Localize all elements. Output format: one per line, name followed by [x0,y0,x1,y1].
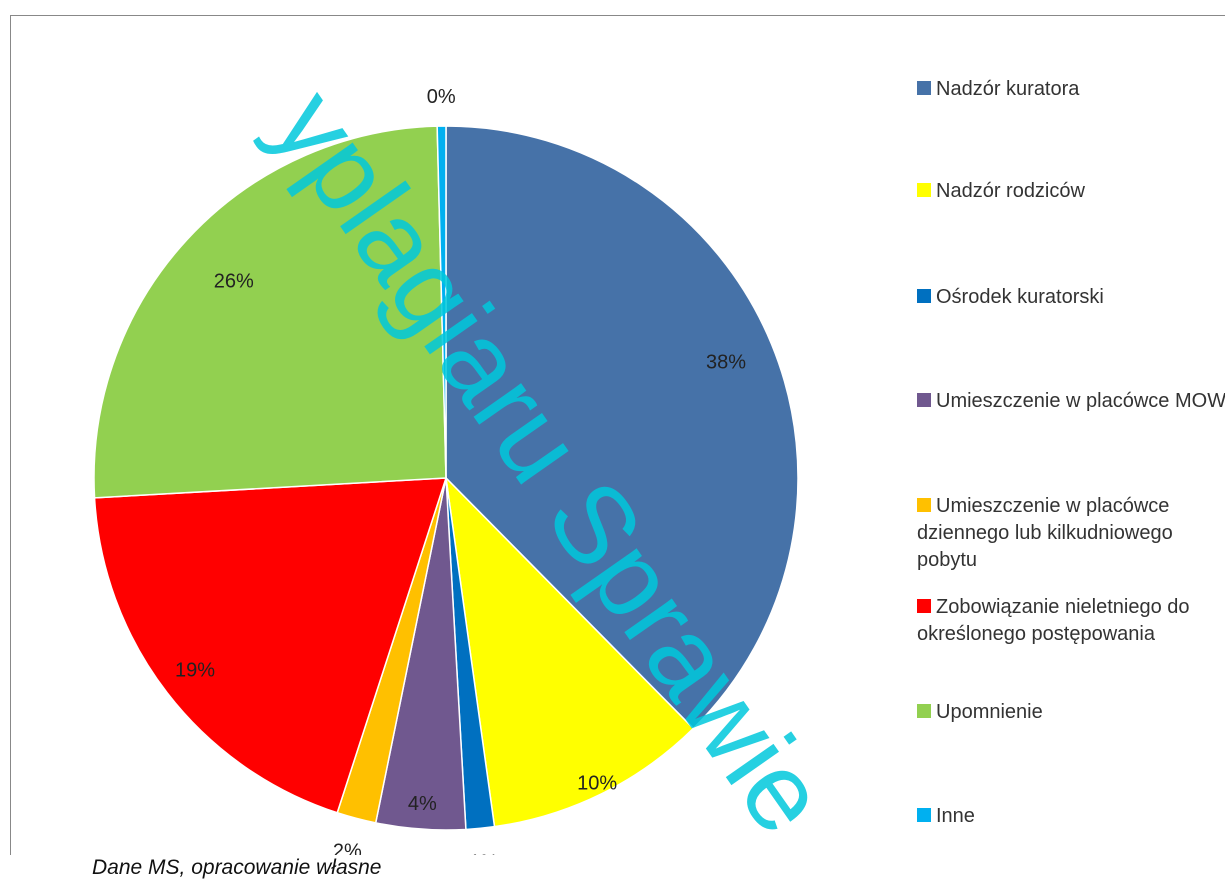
caption: Dane MS, opracowanie własne [92,856,382,879]
legend-item: Nadzór kuratora [917,76,1225,103]
legend-label: Upomnienie [936,701,1043,723]
legend-swatch [917,498,931,512]
legend-item: Umieszczenie w placówce dziennego lub ki… [917,493,1225,574]
data-label: 2% [333,841,362,855]
pie-slice [93,477,448,814]
data-label: 26% [214,271,254,293]
legend-label: Nadzór rodziców [936,180,1085,202]
pie-slice [93,125,447,499]
legend-swatch [917,393,931,407]
chart-frame: 38% 10% 1% 4% 2% 19% 26% 0% Nadzór kuratora Nadz… [10,15,1225,855]
legend-item: Ośrodek kuratorski [917,284,1225,311]
legend-swatch [917,599,931,613]
pie-slice [436,125,447,479]
legend-item: Upomnienie [917,699,1225,726]
data-label: 38% [706,351,746,373]
legend-item: Inne [917,803,1225,830]
legend-label: Umieszczenie w placówce dziennego lub ki… [917,495,1173,571]
data-label: 1% [469,852,498,855]
pie-slice [444,475,695,828]
legend-label: Ośrodek kuratorski [936,286,1104,308]
data-label: 0% [427,86,456,108]
data-label: 4% [408,793,437,815]
data-label: 10% [577,772,617,794]
legend-swatch [917,81,931,95]
legend-label: Umieszczenie w placówce MOW [936,390,1225,412]
chart: 38% 10% 1% 4% 2% 19% 26% 0% [93,86,799,855]
legend-swatch [917,808,931,822]
legend-item: Zobowiązanie nieletniego do określonego … [917,594,1225,648]
legend-swatch [917,289,931,303]
pie-slice [445,125,799,730]
legend-item: Nadzór rodziców [917,178,1225,205]
legend-item: Umieszczenie w placówce MOW [917,388,1225,415]
legend-swatch [917,183,931,197]
data-label: 19% [175,660,215,682]
legend-label: Nadzór kuratora [936,78,1080,100]
legend-label: Zobowiązanie nieletniego do określonego … [917,596,1190,645]
legend-label: Inne [936,805,975,827]
legend-swatch [917,704,931,718]
